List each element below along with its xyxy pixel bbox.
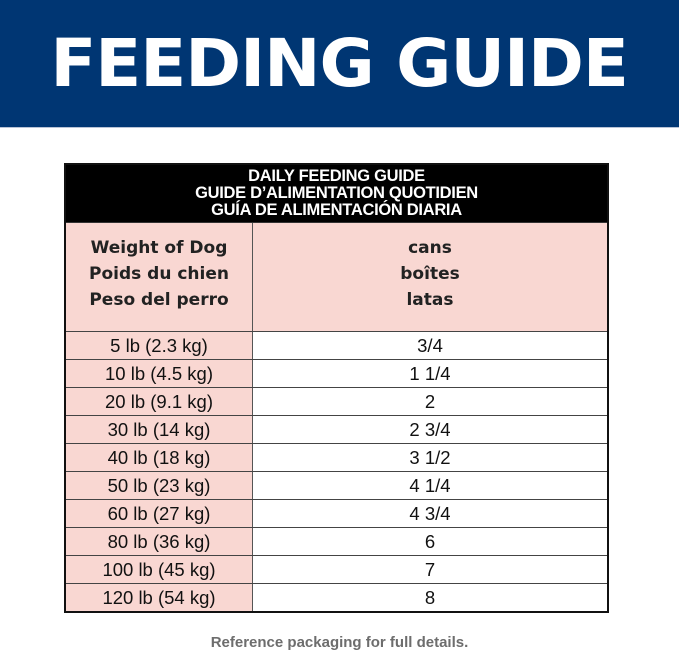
cans-cell: 2 3/4 xyxy=(253,416,607,443)
feeding-table: DAILY FEEDING GUIDE GUIDE D’ALIMENTATION… xyxy=(64,163,609,613)
table-title: DAILY FEEDING GUIDE GUIDE D’ALIMENTATION… xyxy=(66,165,607,222)
table-row: 10 lb (4.5 kg) 1 1/4 xyxy=(66,359,607,387)
weight-cell: 10 lb (4.5 kg) xyxy=(66,360,253,387)
weight-column-header: Weight of Dog Poids du chien Peso del pe… xyxy=(66,223,253,331)
cans-cell: 6 xyxy=(253,528,607,555)
page-title: FEEDING GUIDE xyxy=(50,24,630,102)
table-row: 50 lb (23 kg) 4 1/4 xyxy=(66,471,607,499)
cans-cell: 3/4 xyxy=(253,332,607,359)
weight-cell: 40 lb (18 kg) xyxy=(66,444,253,471)
weight-cell: 100 lb (45 kg) xyxy=(66,556,253,583)
cans-header-fr: boîtes xyxy=(400,264,460,284)
column-headers: Weight of Dog Poids du chien Peso del pe… xyxy=(66,222,607,331)
footer-note: Reference packaging for full details. xyxy=(210,634,469,651)
weight-header-en: Weight of Dog xyxy=(90,238,228,258)
table-row: 40 lb (18 kg) 3 1/2 xyxy=(66,443,607,471)
title-es: GUÍA DE ALIMENTACIÓN DIARIA xyxy=(211,201,462,219)
banner: FEEDING GUIDE xyxy=(0,0,679,128)
cans-cell: 4 3/4 xyxy=(253,500,607,527)
weight-cell: 80 lb (36 kg) xyxy=(66,528,253,555)
title-en: DAILY FEEDING GUIDE xyxy=(248,167,425,185)
weight-header-fr: Poids du chien xyxy=(88,264,229,284)
cans-column-header: cans boîtes latas xyxy=(253,223,607,331)
weight-cell: 60 lb (27 kg) xyxy=(66,500,253,527)
table-row: 120 lb (54 kg) 8 xyxy=(66,583,607,611)
table-row: 100 lb (45 kg) 7 xyxy=(66,555,607,583)
cans-cell: 2 xyxy=(253,388,607,415)
table-row: 20 lb (9.1 kg) 2 xyxy=(66,387,607,415)
weight-cell: 120 lb (54 kg) xyxy=(66,584,253,611)
cans-cell: 3 1/2 xyxy=(253,444,607,471)
table-row: 5 lb (2.3 kg) 3/4 xyxy=(66,331,607,359)
weight-cell: 5 lb (2.3 kg) xyxy=(66,332,253,359)
title-fr: GUIDE D’ALIMENTATION QUOTIDIEN xyxy=(195,184,478,202)
cans-cell: 1 1/4 xyxy=(253,360,607,387)
weight-header-es: Peso del perro xyxy=(89,290,229,310)
weight-cell: 50 lb (23 kg) xyxy=(66,472,253,499)
cans-cell: 4 1/4 xyxy=(253,472,607,499)
cans-cell: 7 xyxy=(253,556,607,583)
cans-header-es: latas xyxy=(406,290,454,310)
cans-cell: 8 xyxy=(253,584,607,611)
table-row: 80 lb (36 kg) 6 xyxy=(66,527,607,555)
cans-header-en: cans xyxy=(408,238,452,258)
table-row: 30 lb (14 kg) 2 3/4 xyxy=(66,415,607,443)
weight-cell: 30 lb (14 kg) xyxy=(66,416,253,443)
weight-cell: 20 lb (9.1 kg) xyxy=(66,388,253,415)
table-row: 60 lb (27 kg) 4 3/4 xyxy=(66,499,607,527)
